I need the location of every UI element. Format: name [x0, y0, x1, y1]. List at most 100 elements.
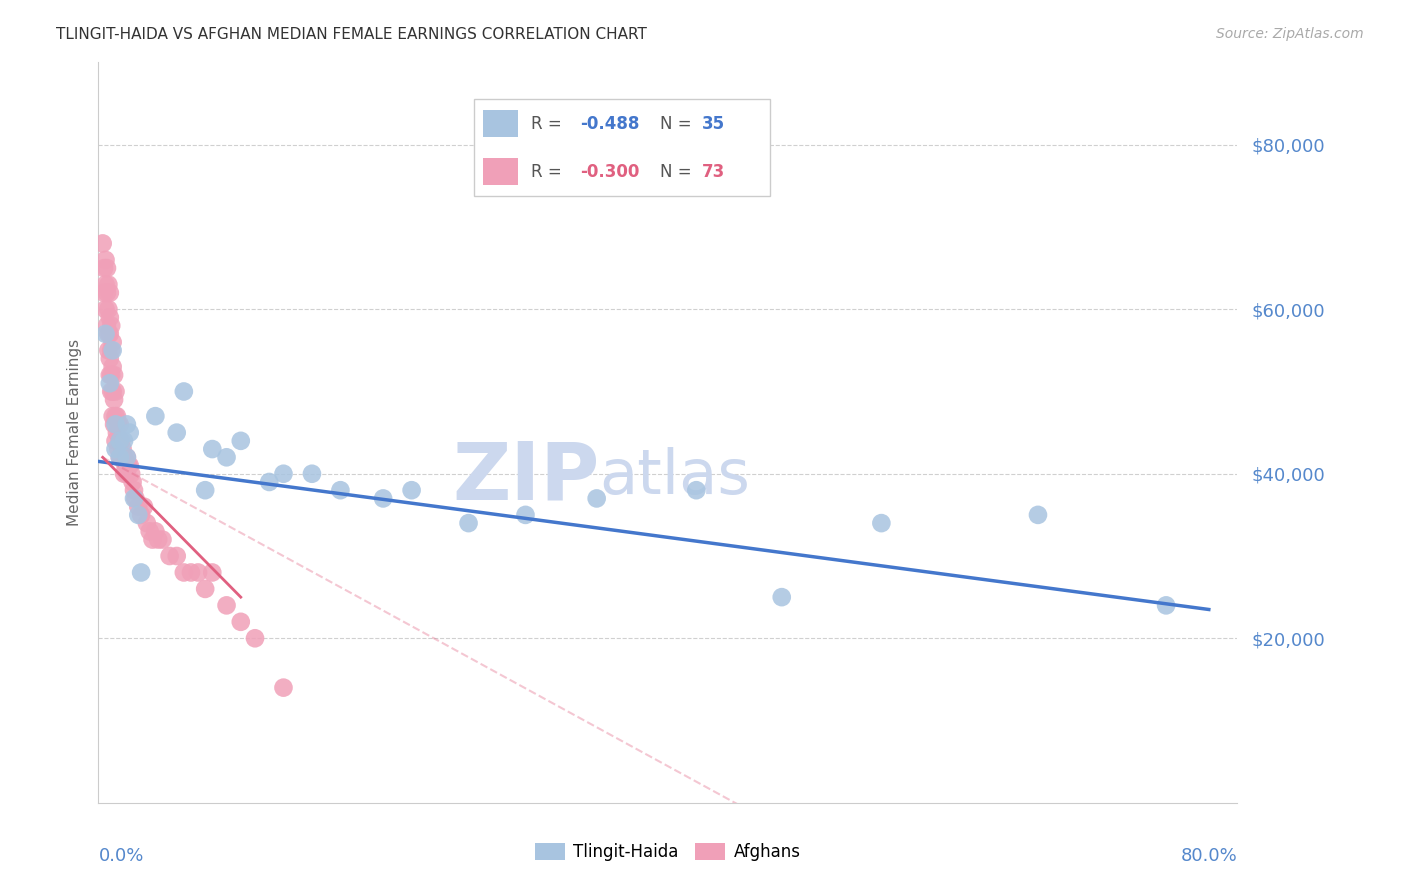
Text: atlas: atlas — [599, 447, 751, 507]
Point — [101, 409, 124, 424]
Point — [273, 467, 295, 481]
Text: -0.488: -0.488 — [581, 114, 640, 133]
Point — [107, 442, 129, 456]
Point — [101, 343, 124, 358]
Point — [105, 409, 128, 424]
Point — [103, 417, 125, 432]
Bar — [484, 111, 517, 136]
Text: ZIP: ZIP — [453, 438, 599, 516]
Point — [118, 425, 141, 440]
Point — [105, 425, 128, 440]
Point — [104, 384, 127, 399]
Point — [166, 425, 188, 440]
Point — [112, 434, 135, 448]
Point — [373, 491, 395, 506]
Text: N =: N = — [659, 162, 697, 181]
Point — [194, 483, 217, 498]
Point — [100, 368, 122, 382]
FancyBboxPatch shape — [474, 99, 770, 195]
Point — [108, 434, 131, 448]
Point — [110, 434, 132, 448]
Legend: Tlingit-Haida, Afghans: Tlingit-Haida, Afghans — [536, 843, 800, 861]
Point — [108, 434, 131, 448]
Point — [108, 417, 131, 432]
Point — [93, 285, 115, 300]
Point — [243, 632, 266, 646]
Point — [118, 458, 141, 473]
Point — [259, 475, 281, 489]
Point — [127, 500, 149, 514]
Point — [117, 458, 139, 473]
Point — [132, 500, 155, 514]
Point — [215, 599, 238, 613]
Point — [115, 417, 138, 432]
Point — [93, 261, 115, 276]
Point — [148, 533, 170, 547]
Point — [129, 508, 152, 522]
Point — [457, 516, 479, 530]
Bar — [484, 159, 517, 185]
Point — [94, 277, 117, 292]
Point — [870, 516, 893, 530]
Point — [91, 236, 114, 251]
Point — [101, 384, 124, 399]
Text: 73: 73 — [702, 162, 725, 181]
Point — [97, 277, 120, 292]
Point — [115, 450, 138, 465]
Text: -0.300: -0.300 — [581, 162, 640, 181]
Point — [104, 409, 127, 424]
Point — [98, 310, 121, 325]
Point — [96, 261, 118, 276]
Text: N =: N = — [659, 114, 697, 133]
Point — [145, 524, 167, 539]
Point — [1026, 508, 1049, 522]
Point — [98, 368, 121, 382]
Point — [127, 508, 149, 522]
Text: Source: ZipAtlas.com: Source: ZipAtlas.com — [1216, 27, 1364, 41]
Point — [301, 467, 323, 481]
Point — [107, 417, 129, 432]
Point — [100, 384, 122, 399]
Text: 35: 35 — [702, 114, 725, 133]
Point — [201, 442, 224, 456]
Point — [111, 442, 134, 456]
Point — [159, 549, 181, 563]
Text: 0.0%: 0.0% — [98, 847, 143, 865]
Point — [94, 326, 117, 341]
Point — [112, 450, 135, 465]
Point — [121, 475, 143, 489]
Point — [108, 450, 131, 465]
Point — [685, 483, 707, 498]
Point — [100, 318, 122, 333]
Point — [194, 582, 217, 596]
Text: R =: R = — [531, 114, 567, 133]
Point — [135, 516, 157, 530]
Point — [180, 566, 202, 580]
Point — [98, 326, 121, 341]
Point — [97, 302, 120, 317]
Point — [94, 252, 117, 267]
Point — [187, 566, 209, 580]
Point — [103, 368, 125, 382]
Y-axis label: Median Female Earnings: Median Female Earnings — [67, 339, 83, 526]
Point — [122, 483, 145, 498]
Point — [101, 335, 124, 350]
Point — [96, 285, 118, 300]
Point — [110, 450, 132, 465]
Point — [229, 615, 252, 629]
Point — [115, 467, 138, 481]
Point — [101, 359, 124, 374]
Point — [104, 434, 127, 448]
Point — [129, 566, 152, 580]
Point — [104, 417, 127, 432]
Point — [114, 458, 136, 473]
Point — [120, 467, 142, 481]
Point — [152, 533, 174, 547]
Point — [100, 343, 122, 358]
Text: TLINGIT-HAIDA VS AFGHAN MEDIAN FEMALE EARNINGS CORRELATION CHART: TLINGIT-HAIDA VS AFGHAN MEDIAN FEMALE EA… — [56, 27, 647, 42]
Point — [585, 491, 607, 506]
Point — [173, 384, 195, 399]
Point — [166, 549, 188, 563]
Point — [122, 491, 145, 506]
Text: R =: R = — [531, 162, 567, 181]
